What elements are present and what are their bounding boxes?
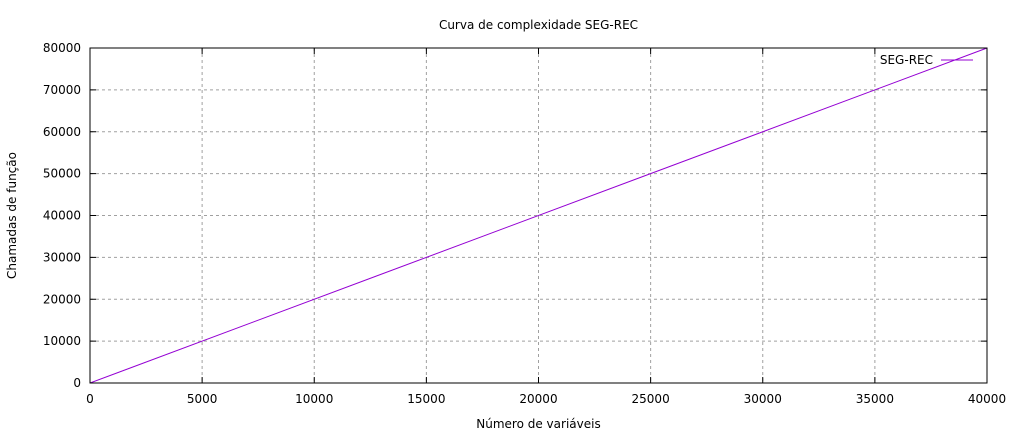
x-tick-label: 25000	[632, 392, 670, 406]
y-tick-label: 20000	[43, 292, 81, 306]
y-tick-label: 0	[73, 376, 81, 390]
x-tick-label: 20000	[519, 392, 557, 406]
axis-ticks: 0 5000 10000 15000 20000 25000 30000 35000 40000…	[43, 41, 1006, 406]
x-tick-label: 40000	[968, 392, 1006, 406]
plot-frame	[89, 47, 988, 384]
series-line	[89, 47, 988, 384]
y-tick-label: 30000	[43, 250, 81, 264]
x-tick-label: 5000	[187, 392, 218, 406]
chart-title: Curva de complexidade SEG-REC	[439, 18, 638, 32]
legend-label: SEG-REC	[880, 53, 933, 67]
legend: SEG-REC	[880, 53, 973, 67]
y-tick-label: 60000	[43, 125, 81, 139]
x-tick-label: 10000	[295, 392, 333, 406]
y-tick-label: 80000	[43, 41, 81, 55]
y-tick-label: 40000	[43, 209, 81, 223]
y-tick-label: 50000	[43, 167, 81, 181]
grid	[90, 48, 987, 383]
x-tick-label: 35000	[856, 392, 894, 406]
x-tick-label: 0	[86, 392, 94, 406]
x-tick-label: 15000	[407, 392, 445, 406]
series-layer	[89, 47, 988, 384]
x-tick-label: 30000	[744, 392, 782, 406]
y-tick-label: 10000	[43, 334, 81, 348]
y-axis-label: Chamadas de função	[5, 152, 19, 279]
y-tick-label: 70000	[43, 83, 81, 97]
x-axis-label: Número de variáveis	[476, 417, 600, 431]
